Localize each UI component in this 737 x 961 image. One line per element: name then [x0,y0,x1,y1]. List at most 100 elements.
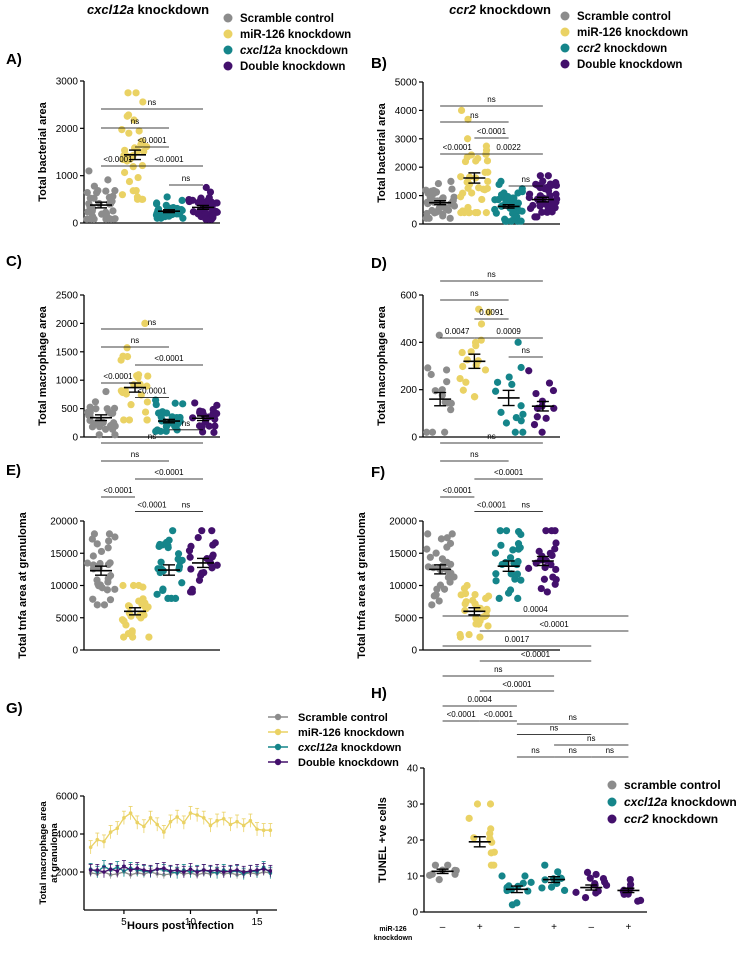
data-point [436,581,445,589]
significance-label: ns [531,746,539,755]
data-point [492,570,500,578]
data-point [122,864,126,869]
row-sign: – [588,922,594,933]
data-point [188,585,196,593]
data-point [142,868,146,872]
y-tick-label: 4000 [56,830,79,841]
data-point [426,553,434,561]
y-tick-label: 10000 [389,581,417,592]
significance-label: ns [522,346,530,355]
data-point [201,816,206,820]
row-sign: + [551,922,557,933]
y-tick-label: 2500 [56,291,79,302]
data-point [124,89,132,97]
series-line [90,865,271,873]
data-point [261,828,266,832]
data-point [162,538,170,547]
data-point [215,868,219,872]
y-tick-label: 200 [400,385,417,396]
data-point [174,555,182,563]
data-point [572,888,580,896]
data-point [502,419,511,427]
text-part: cxcl12a [240,45,282,57]
data-point [138,601,146,609]
significance-label: <0.0001 [540,620,570,629]
series-2 [117,319,152,424]
data-point [109,207,117,215]
data-point [191,399,199,407]
data-point [457,193,465,201]
data-point [424,199,432,208]
data-point [552,539,560,547]
panel-label: B) [371,55,387,72]
text-part: ccr2 [624,812,649,826]
data-point [498,560,506,569]
data-point [162,830,166,834]
data-point [108,867,113,871]
data-point [101,425,110,433]
data-point [163,193,171,201]
panel-label: E) [6,462,21,479]
data-point [461,606,469,615]
chart-title: cxcl12a knockdown [87,2,209,17]
data-point [205,193,213,202]
significance-label: 0.0091 [479,308,504,317]
y-axis-title: Total macrophage areaat granuloma [38,801,60,905]
text-part: knockdown [134,2,209,17]
data-point [464,115,472,123]
data-point [159,586,167,595]
data-point [472,157,480,165]
y-tick-label: 10 [407,872,419,883]
data-point [507,217,515,225]
series-2 [465,800,498,869]
panel-f: F) 0 5000 10000 15000 20000 Total tnfa area at… [356,432,560,659]
row-label-line: miR-126 [379,926,406,933]
data-point [437,535,446,543]
data-point [95,868,100,872]
data-point [198,527,206,535]
y-tick-label: 0 [72,433,78,444]
data-point [547,883,556,891]
y-tick-label: 5000 [56,613,79,624]
data-point [423,428,431,436]
data-point [104,544,112,552]
data-point [477,320,486,328]
series-3 [152,396,187,435]
data-point [92,405,100,413]
data-point [536,172,544,180]
data-point [491,549,500,557]
text-part: Double knockdown [577,59,682,71]
data-point [493,378,502,386]
y-tick-label: 20 [407,836,419,847]
x-tick-label: 5 [121,917,127,928]
significance-label: ns [487,432,495,441]
data-point [551,580,559,588]
data-point [427,193,435,201]
legend-swatch [223,29,233,39]
data-point [586,874,594,882]
data-point [255,868,259,872]
data-point [109,192,117,200]
data-point [430,187,438,195]
data-point [547,181,556,189]
data-point [171,594,180,603]
legend-swatch [223,45,233,55]
data-point [521,872,529,880]
series-2 [457,106,492,217]
data-point [514,528,523,536]
data-point [135,866,140,870]
text-part: miR-126 knockdown [577,27,688,39]
significance-label: <0.0001 [103,486,133,495]
legend-label: cxcl12a knockdown [240,45,348,57]
text-part: knockdown [667,795,736,809]
series-3 [152,193,187,222]
data-point [627,880,635,889]
significance-label: ns [606,746,614,755]
data-point [483,157,492,165]
data-point [195,813,199,817]
data-point [111,215,119,223]
data-point [164,594,172,603]
data-point [465,630,473,639]
data-point [102,870,106,874]
